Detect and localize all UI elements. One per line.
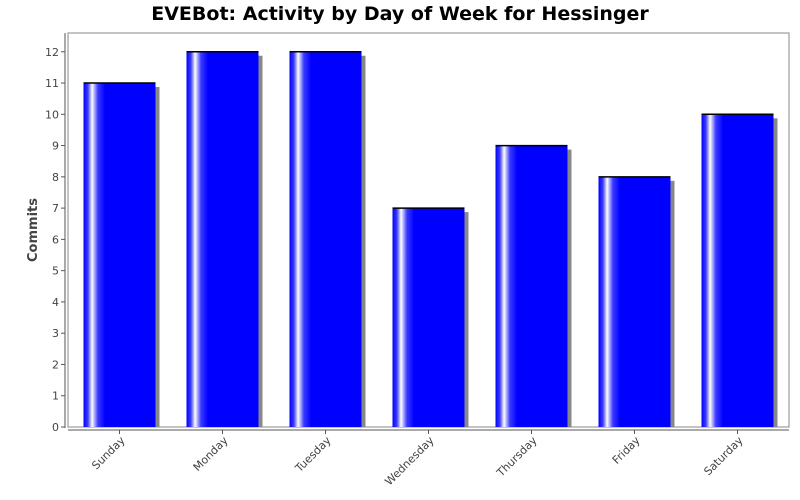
x-tick-label: Sunday bbox=[89, 434, 128, 473]
y-tick-label: 9 bbox=[52, 140, 59, 153]
chart-title: EVEBot: Activity by Day of Week for Hess… bbox=[151, 3, 649, 25]
y-tick-label: 2 bbox=[52, 358, 59, 371]
y-tick-label: 6 bbox=[52, 233, 59, 246]
y-tick-label: 1 bbox=[52, 390, 59, 403]
x-tick-label: Saturday bbox=[701, 434, 746, 479]
y-tick-label: 3 bbox=[52, 327, 59, 340]
bar bbox=[83, 83, 156, 428]
x-tick-label: Friday bbox=[610, 434, 643, 467]
bar bbox=[289, 51, 362, 428]
y-tick-label: 7 bbox=[52, 202, 59, 215]
y-tick-label: 12 bbox=[45, 46, 59, 59]
x-tick-label: Thursday bbox=[494, 434, 540, 480]
x-tick-label: Monday bbox=[191, 434, 231, 474]
x-tick-label: Wednesday bbox=[382, 434, 437, 489]
bar bbox=[495, 145, 568, 428]
y-tick-label: 0 bbox=[52, 421, 59, 434]
y-tick-label: 4 bbox=[52, 296, 59, 309]
y-axis-label: Commits bbox=[26, 198, 41, 262]
bar bbox=[598, 176, 671, 427]
bar bbox=[701, 114, 774, 428]
bar bbox=[392, 208, 465, 427]
y-tick-label: 8 bbox=[52, 171, 59, 184]
y-tick-label: 11 bbox=[45, 77, 59, 90]
y-tick-label: 10 bbox=[45, 108, 59, 121]
x-tick-label: Tuesday bbox=[292, 434, 334, 476]
y-tick-label: 5 bbox=[52, 265, 59, 278]
bar bbox=[186, 51, 259, 428]
